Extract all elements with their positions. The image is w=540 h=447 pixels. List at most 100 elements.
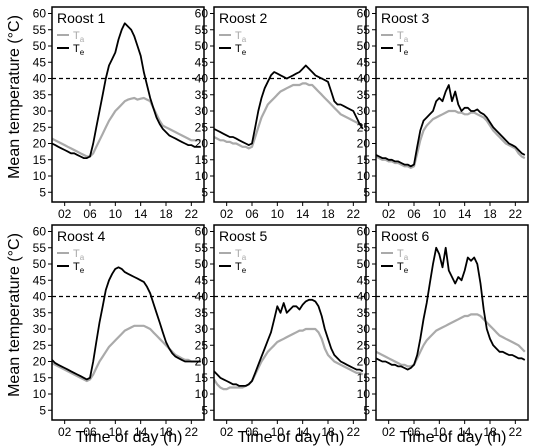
y-tick-label: 40 xyxy=(357,290,371,304)
y-tick-label: 45 xyxy=(33,55,47,69)
x-tick-label: 10 xyxy=(271,207,285,221)
x-tick-label: 14 xyxy=(296,207,310,221)
y-tick-label: 10 xyxy=(357,169,371,183)
legend-label-ta: Ta xyxy=(73,30,85,44)
y-tick-label: 20 xyxy=(195,355,209,369)
y-tick-label: 10 xyxy=(33,387,47,401)
x-tick-label: 14 xyxy=(458,425,472,439)
y-tick-label: 55 xyxy=(33,241,47,255)
y-axis-label-top: Mean temperature (°C) xyxy=(6,15,23,179)
y-tick-label: 5 xyxy=(363,185,370,199)
y-tick-label: 15 xyxy=(33,371,47,385)
y-tick-label: 15 xyxy=(357,371,371,385)
y-tick-label: 55 xyxy=(33,23,47,37)
y-tick-label: 25 xyxy=(195,338,209,352)
x-tick-label: 02 xyxy=(220,207,234,221)
y-tick-label: 50 xyxy=(357,39,371,53)
y-tick-label: 10 xyxy=(357,387,371,401)
x-tick-label: 06 xyxy=(83,425,97,439)
y-tick-label: 35 xyxy=(33,88,47,102)
plot-frame xyxy=(375,6,529,203)
y-tick-label: 10 xyxy=(195,169,209,183)
x-tick-label: 14 xyxy=(458,207,472,221)
y-tick-label: 40 xyxy=(195,290,209,304)
x-tick-label: 10 xyxy=(109,207,123,221)
x-axis-label-middle: Time of day (h) xyxy=(238,429,345,446)
series-line-ta xyxy=(375,109,526,169)
y-tick-label: 45 xyxy=(195,273,209,287)
x-tick-label: 14 xyxy=(134,425,148,439)
y-tick-label: 30 xyxy=(195,104,209,118)
chart-panel-6: 5 10 15 20 25 30 35 40 45 50 55 60 02 06 10 14 18 22 Roost… xyxy=(357,224,529,439)
y-tick-label: 60 xyxy=(357,225,371,239)
series-line-ta xyxy=(51,324,201,383)
panel-title: Roost 5 xyxy=(219,228,267,244)
y-axis-label-bottom: Mean temperature (°C) xyxy=(6,233,23,397)
y-tick-label: 20 xyxy=(357,137,371,151)
y-tick-label: 40 xyxy=(357,72,371,86)
plot-frame xyxy=(51,6,205,203)
y-tick-label: 35 xyxy=(195,88,209,102)
y-tick-label: 10 xyxy=(33,169,47,183)
y-tick-label: 45 xyxy=(357,273,371,287)
y-tick-label: 60 xyxy=(195,225,209,239)
x-tick-label: 22 xyxy=(509,425,523,439)
y-tick-label: 20 xyxy=(195,137,209,151)
panel-title: Roost 1 xyxy=(57,10,105,26)
legend-label-te: Te xyxy=(235,43,247,57)
y-tick-label: 15 xyxy=(195,153,209,167)
x-tick-label: 02 xyxy=(58,425,72,439)
x-tick-label: 18 xyxy=(159,425,173,439)
plot-frame xyxy=(213,224,367,421)
legend-label-ta: Ta xyxy=(397,248,409,262)
y-tick-label: 30 xyxy=(195,322,209,336)
y-tick-label: 5 xyxy=(363,403,370,417)
x-tick-label: 10 xyxy=(433,425,447,439)
y-tick-label: 40 xyxy=(33,72,47,86)
y-tick-label: 35 xyxy=(357,88,371,102)
plot-frame xyxy=(213,6,367,203)
x-tick-label: 10 xyxy=(433,207,447,221)
y-tick-label: 20 xyxy=(33,137,47,151)
x-tick-label: 18 xyxy=(483,425,497,439)
x-tick-label: 02 xyxy=(382,207,396,221)
x-tick-label: 06 xyxy=(245,207,259,221)
y-tick-label: 10 xyxy=(195,387,209,401)
chart-panel-2: 5 10 15 20 25 30 35 40 45 50 55 60 02 06 10 14 18 22 Roost… xyxy=(195,6,367,221)
y-tick-label: 35 xyxy=(195,306,209,320)
y-tick-label: 55 xyxy=(357,241,371,255)
y-tick-label: 60 xyxy=(195,7,209,21)
panel-title: Roost 3 xyxy=(381,10,429,26)
y-tick-label: 25 xyxy=(357,120,371,134)
legend-label-ta: Ta xyxy=(397,30,409,44)
y-tick-label: 5 xyxy=(39,403,46,417)
y-tick-label: 30 xyxy=(357,322,371,336)
x-tick-label: 18 xyxy=(321,207,335,221)
x-tick-label: 14 xyxy=(134,207,148,221)
y-tick-label: 40 xyxy=(33,290,47,304)
x-tick-label: 22 xyxy=(347,425,361,439)
panel-title: Roost 2 xyxy=(219,10,267,26)
legend-label-te: Te xyxy=(235,261,247,275)
y-tick-label: 50 xyxy=(195,257,209,271)
y-tick-label: 60 xyxy=(33,7,47,21)
y-tick-label: 45 xyxy=(33,273,47,287)
x-tick-label: 10 xyxy=(109,425,123,439)
plot-frame xyxy=(375,224,529,421)
x-axis-label-right: Time of day (h) xyxy=(400,429,507,446)
legend-label-ta: Ta xyxy=(235,248,247,262)
y-tick-label: 40 xyxy=(195,72,209,86)
y-tick-label: 55 xyxy=(357,23,371,37)
x-tick-label: 22 xyxy=(185,425,199,439)
series-line-te xyxy=(375,246,526,371)
y-tick-label: 20 xyxy=(357,355,371,369)
x-tick-label: 18 xyxy=(483,207,497,221)
x-tick-label: 22 xyxy=(509,207,523,221)
y-tick-label: 25 xyxy=(33,120,47,134)
panel-title: Roost 6 xyxy=(381,228,429,244)
x-tick-label: 02 xyxy=(58,207,72,221)
